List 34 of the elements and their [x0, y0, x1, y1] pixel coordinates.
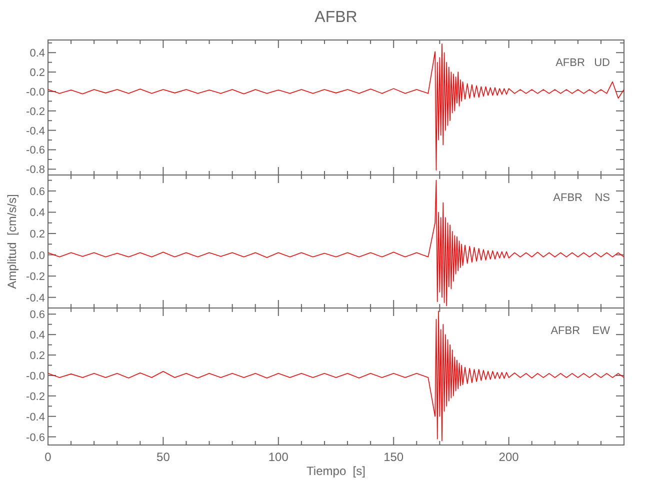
x-tick-label: 150 [384, 450, 404, 464]
annotation: AFBR UD [556, 57, 610, 69]
x-tick-label: 200 [498, 450, 520, 464]
y-tick-label: 0.0 [30, 250, 45, 262]
y-tick-label: 0.6 [30, 186, 45, 198]
y-tick-label: 0.4 [30, 48, 45, 60]
y-tick-label: -0.8 [26, 164, 45, 176]
y-tick-label: -0.0 [26, 370, 45, 382]
y-tick-label: 0.2 [30, 228, 45, 241]
annotation: AFBR NS [553, 192, 610, 204]
annotation: AFBR EW [550, 325, 611, 337]
y-tick-label: -0.4 [26, 125, 45, 138]
y-tick-label: -0.2 [26, 106, 45, 118]
y-tick-label: 0.2 [30, 67, 45, 80]
y-tick-label: -0.0 [26, 86, 45, 98]
x-tick-label: 50 [156, 450, 170, 464]
chart-title: AFBR [314, 9, 358, 26]
y-tick-label: 0.6 [30, 309, 45, 322]
x-tick-label: 100 [268, 450, 289, 464]
y-tick-label: 0.2 [30, 350, 45, 362]
line-series [48, 310, 624, 442]
x-axis-title: Tiempo [s] [306, 464, 366, 478]
y-tick-label: 0.4 [30, 330, 45, 342]
y-tick-label: 0.4 [30, 207, 45, 220]
y-tick-label: -0.2 [26, 271, 45, 284]
y-tick-label: -0.6 [26, 144, 45, 157]
y-tick-label: -0.6 [26, 432, 45, 444]
y-tick-label: -0.4 [26, 292, 45, 304]
y-tick-label: -0.4 [26, 411, 45, 424]
y-tick-label: -0.2 [26, 390, 45, 403]
line-series [48, 180, 624, 306]
x-tick-label: 0 [44, 450, 52, 464]
line-series [48, 43, 624, 171]
y-axis-title: Amplitud [cm/s/s] [5, 194, 19, 289]
